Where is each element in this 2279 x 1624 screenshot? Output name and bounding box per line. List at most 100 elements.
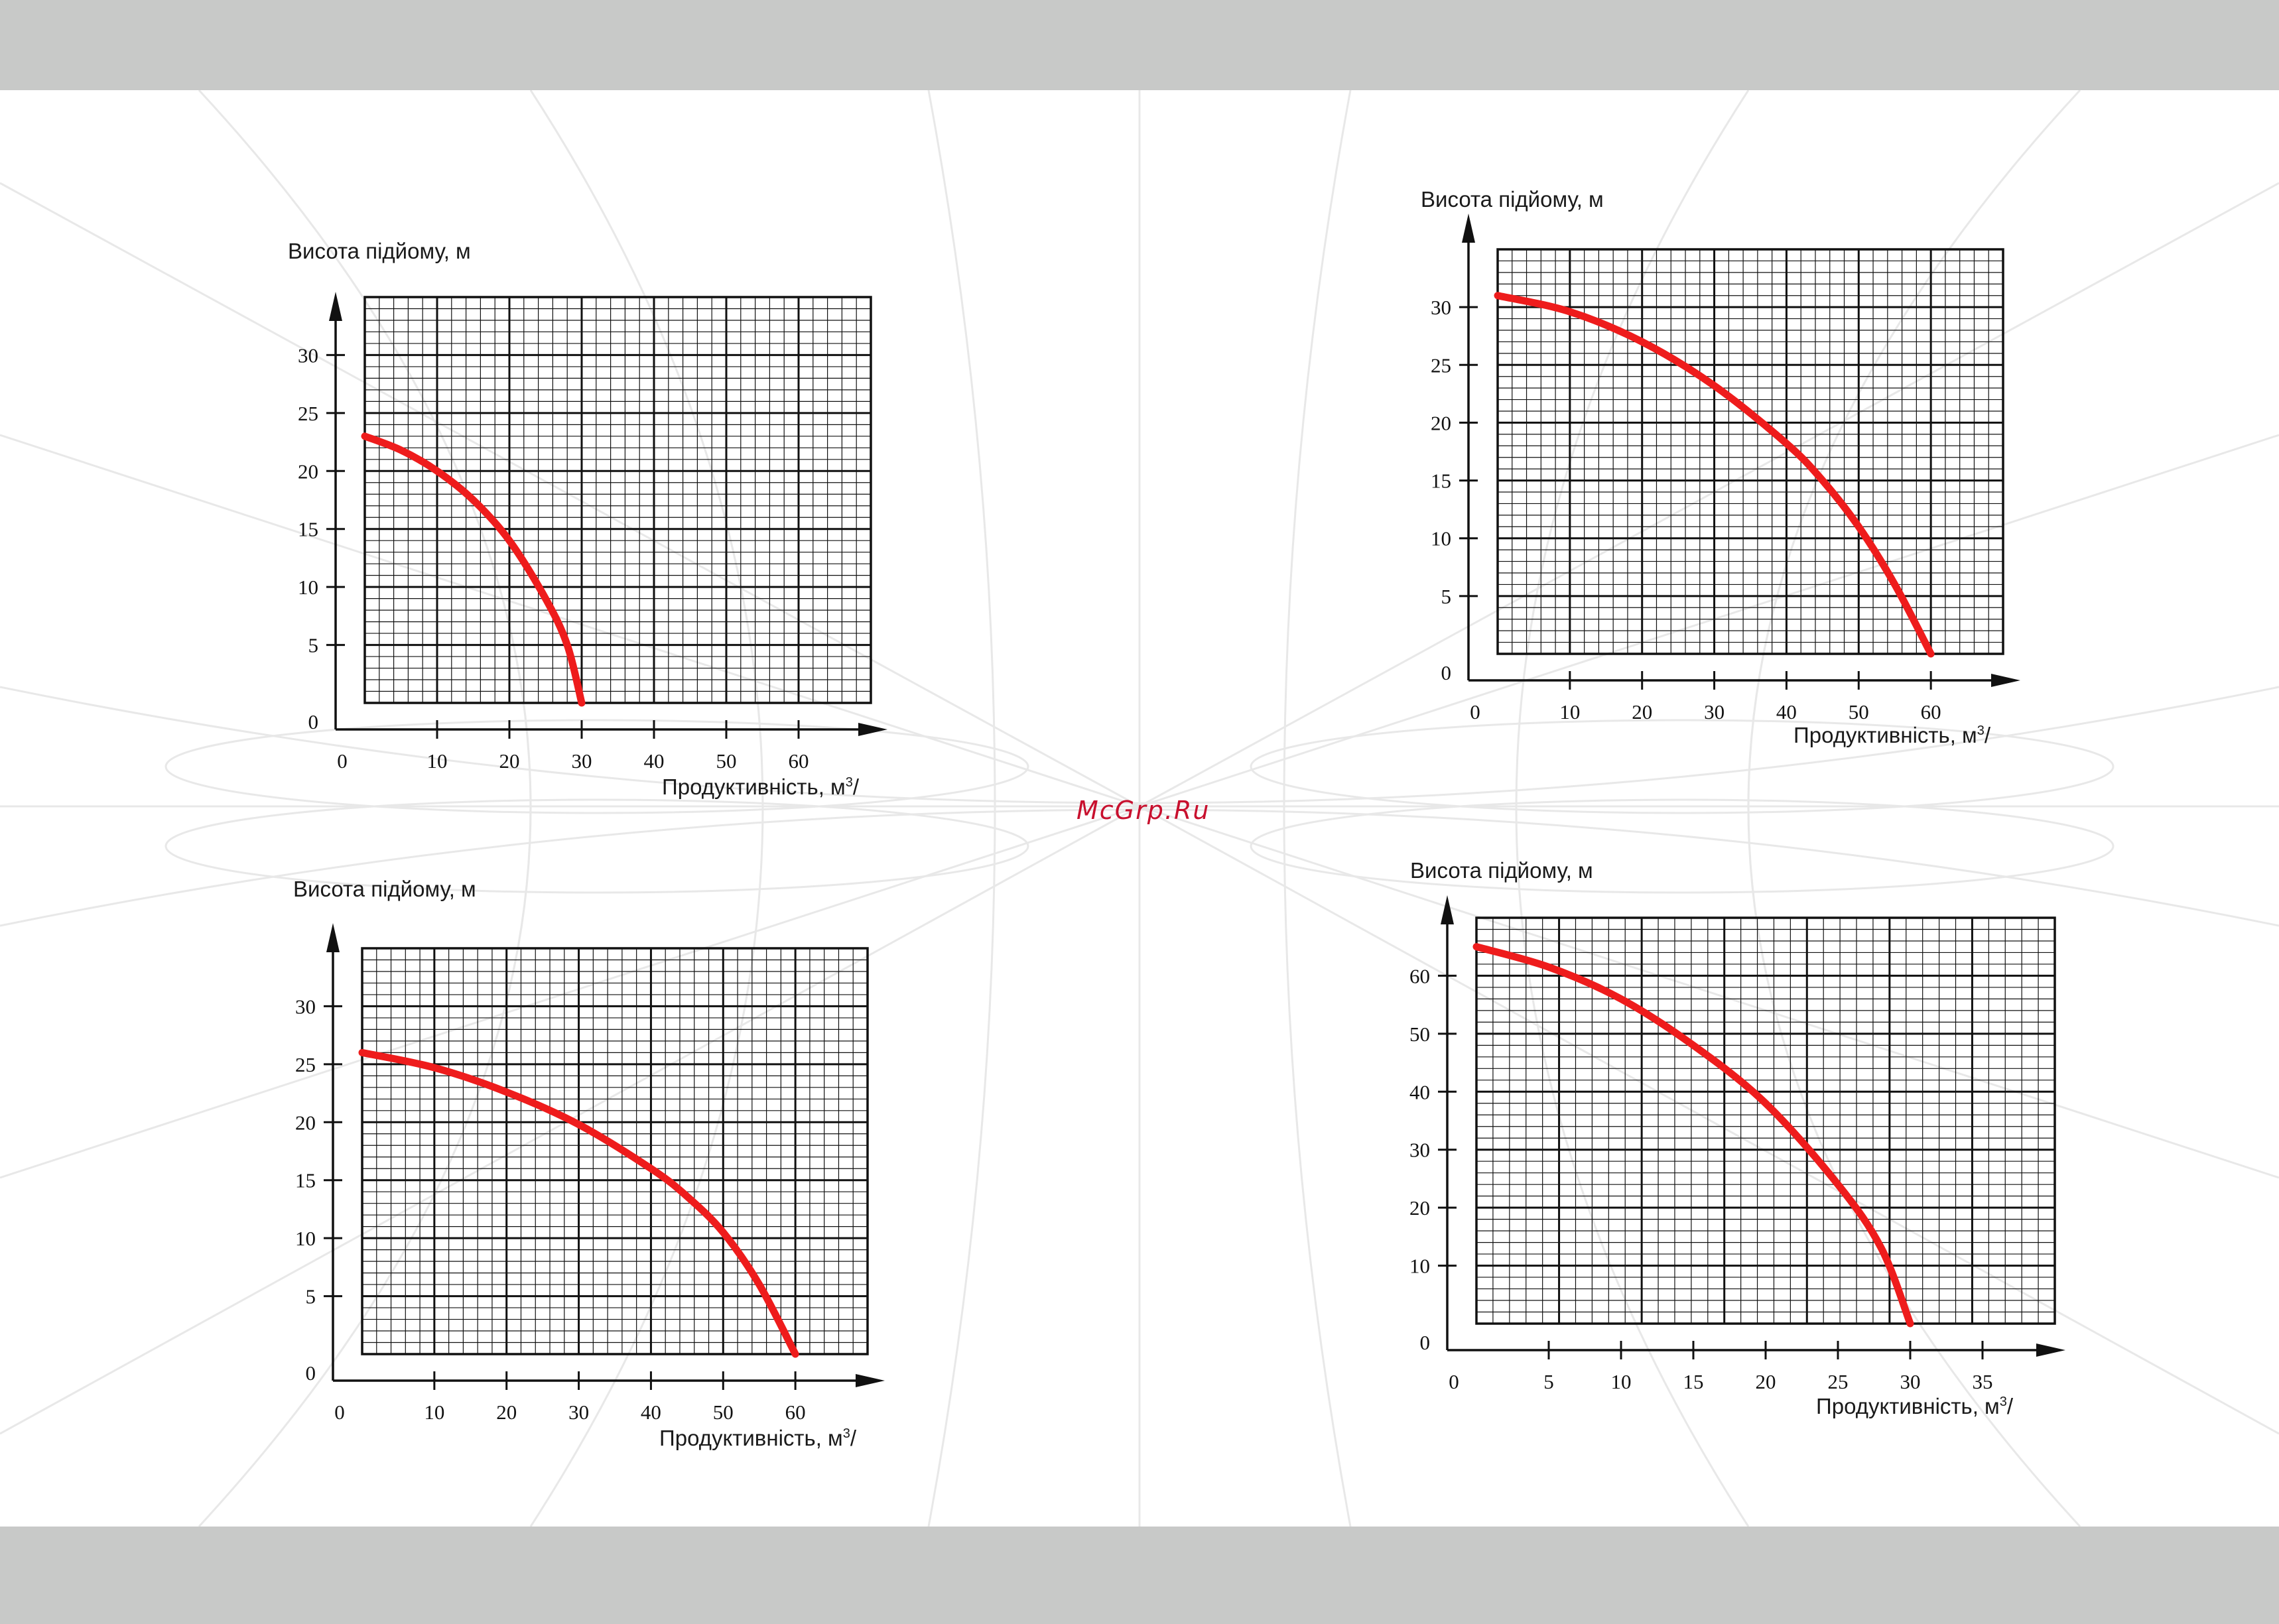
y-tick-label: 30 — [1409, 1139, 1430, 1162]
x-axis-label: Продуктивність, м3/ — [1793, 723, 1990, 748]
grid — [363, 296, 872, 704]
x-tick-label: 30 — [568, 1401, 589, 1424]
pump-curve — [1472, 943, 1914, 1328]
y-tick-label: 0 — [306, 1361, 316, 1385]
x-tick-label: 30 — [572, 749, 592, 773]
y-tick-label: 10 — [1409, 1255, 1430, 1278]
y-tick-label: 0 — [308, 710, 319, 733]
y-axis-label: Висота підйому, м — [288, 239, 471, 263]
x-tick-label: 15 — [1683, 1370, 1704, 1393]
y-tick-label: 10 — [295, 1227, 316, 1250]
x-tick-label: 60 — [1921, 700, 1941, 723]
x-tick-label: 20 — [499, 749, 520, 773]
grid — [1496, 248, 2004, 655]
x-axis-label-suffix: / — [2006, 1394, 2014, 1418]
y-tick-label: 10 — [298, 576, 318, 599]
background-line-pattern — [0, 90, 2279, 1527]
background-line — [927, 90, 996, 1527]
y-tick-label: 40 — [1409, 1080, 1430, 1103]
plot-frame — [1496, 248, 2004, 655]
x-axis-label-suffix: / — [852, 775, 860, 799]
background-line — [198, 90, 532, 1527]
chart-plot: 0 10 20 30 40 50 60 0 5 10 15 20 25 30 — [1431, 214, 2020, 723]
x-axis-label-sup: 3 — [1977, 723, 1985, 738]
x-tick-label: 0 — [1449, 1370, 1459, 1393]
x-tick-label: 20 — [496, 1401, 517, 1424]
x-axis-label-sup: 3 — [842, 1426, 850, 1441]
chart-bottom-right: Висота підйому, м 0 5 10 15 20 25 30 35 0 10 20 30 4… — [1401, 858, 2065, 1521]
y-tick-label: 5 — [1441, 585, 1452, 608]
y-axis-label: Висота підйому, м — [1410, 858, 1593, 883]
background-line — [0, 808, 2279, 927]
x-tick-label: 60 — [789, 749, 809, 773]
y-axis-label: Висота підйому, м — [1421, 187, 1604, 212]
y-tick-label: 20 — [295, 1111, 316, 1134]
y-tick-label: 25 — [298, 402, 318, 425]
chart-top-right: Висота підйому, м 0 10 20 30 40 50 60 0 5 10 15 20 2… — [1411, 187, 2075, 850]
x-tick-label: 40 — [1776, 700, 1797, 723]
y-tick-label: 30 — [1431, 296, 1451, 319]
background-ellipse — [1250, 798, 2115, 894]
x-tick-label: 20 — [1756, 1370, 1776, 1393]
background-ellipse — [1250, 719, 2115, 814]
y-tick-label: 25 — [1431, 353, 1451, 377]
pump-curve — [1494, 292, 1935, 658]
chart-plot: 0 5 10 15 20 25 30 35 0 10 20 30 40 50 60 — [1409, 895, 2065, 1393]
x-tick-label: 0 — [1470, 700, 1480, 723]
x-tick-label: 30 — [1704, 700, 1725, 723]
y-tick-label: 5 — [306, 1285, 316, 1308]
pump-curve — [358, 1048, 799, 1358]
y-tick-label: 30 — [298, 344, 318, 367]
x-axis-label-suffix: / — [1984, 723, 1991, 747]
plot-frame — [1475, 916, 2056, 1325]
plot-frame — [361, 947, 869, 1355]
x-tick-label: 40 — [641, 1401, 661, 1424]
background-ellipse — [164, 719, 1029, 814]
y-tick-label: 15 — [295, 1169, 316, 1192]
grid — [361, 947, 869, 1355]
y-tick-label: 30 — [295, 995, 316, 1018]
x-tick-label: 50 — [716, 749, 737, 773]
background-line — [1283, 90, 1352, 1527]
x-tick-label: 10 — [1611, 1370, 1632, 1393]
y-tick-label: 0 — [1441, 661, 1452, 684]
x-axis-label: Продуктивність, м3/ — [1816, 1394, 2013, 1419]
y-tick-label: 0 — [1420, 1331, 1431, 1354]
x-axis-arrow — [858, 723, 887, 736]
chart-bottom-left: Висота підйому, м 0 10 20 30 40 50 60 0 5 10 15 20 2… — [284, 877, 947, 1540]
x-axis-label-suffix: / — [850, 1426, 857, 1450]
y-axis-label: Висота підйому, м — [293, 877, 476, 901]
y-tick-label: 10 — [1431, 527, 1451, 550]
plot-frame — [363, 296, 872, 704]
x-axis-arrow — [2036, 1343, 2065, 1357]
y-tick-label: 15 — [298, 518, 318, 541]
x-tick-label: 10 — [1559, 700, 1580, 723]
x-tick-label: 50 — [713, 1401, 734, 1424]
x-axis-label-sup: 3 — [1999, 1395, 2007, 1409]
x-tick-label: 50 — [1849, 700, 1869, 723]
x-tick-label: 5 — [1543, 1370, 1554, 1393]
x-axis-label: Продуктивність, м3/ — [662, 775, 859, 800]
chart-top-left: Висота підйому, м 0 10 20 30 40 50 60 0 5 10 15 20 2… — [279, 239, 942, 902]
background-ellipse — [164, 798, 1029, 894]
y-axis-arrow — [326, 923, 340, 952]
x-tick-label: 60 — [785, 1401, 806, 1424]
pump-curve — [361, 432, 586, 707]
y-tick-label: 20 — [1409, 1196, 1430, 1219]
y-tick-label: 25 — [295, 1053, 316, 1076]
y-tick-label: 50 — [1409, 1023, 1430, 1046]
x-tick-label: 10 — [427, 749, 448, 773]
x-axis-label-sup: 3 — [845, 775, 853, 790]
x-tick-label: 20 — [1632, 700, 1652, 723]
x-tick-label: 0 — [337, 749, 348, 773]
chart-plot: 0 10 20 30 40 50 60 0 5 10 15 20 25 30 — [298, 292, 887, 773]
y-axis-arrow — [1462, 214, 1475, 243]
x-tick-label: 0 — [334, 1401, 345, 1424]
y-tick-label: 60 — [1409, 964, 1430, 987]
x-axis-label: Продуктивність, м3/ — [659, 1426, 856, 1451]
x-axis-arrow — [1991, 674, 2020, 687]
x-tick-label: 30 — [1900, 1370, 1921, 1393]
watermark: McGrp.Ru — [1076, 796, 1210, 825]
x-axis-label-text: Продуктивність, м — [1816, 1394, 2000, 1418]
page — [0, 90, 2279, 1527]
